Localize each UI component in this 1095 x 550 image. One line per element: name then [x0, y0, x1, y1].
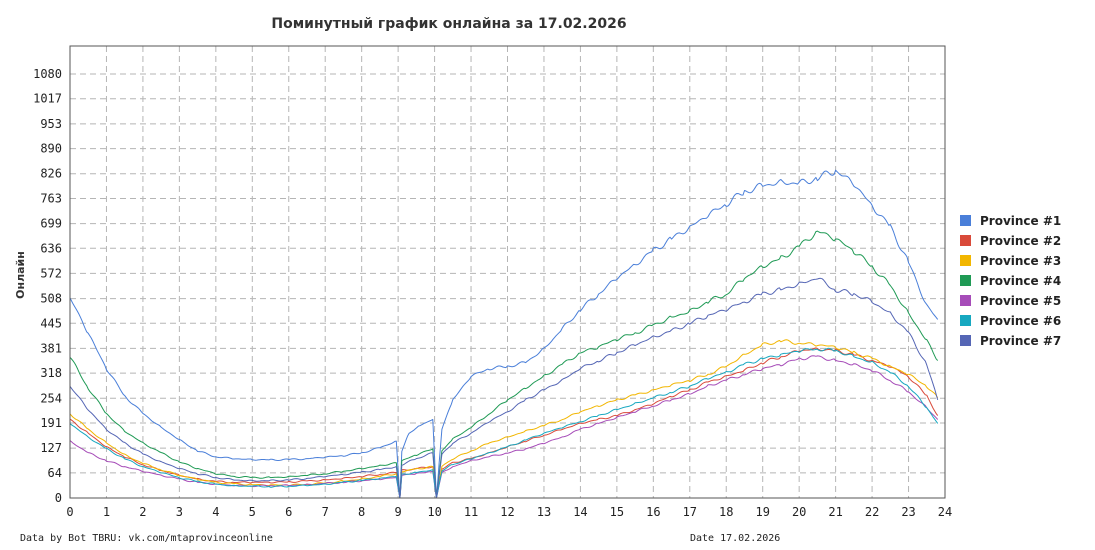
x-tick-label: 10	[427, 505, 441, 519]
legend-swatch	[960, 315, 971, 326]
x-tick-label: 21	[828, 505, 842, 519]
grid-lines	[70, 46, 945, 498]
plot-frame	[69, 45, 946, 499]
x-tick-label: 15	[610, 505, 624, 519]
y-tick-label: 826	[40, 167, 62, 181]
y-tick-label: 763	[40, 191, 62, 205]
y-tick-label: 0	[55, 491, 62, 505]
y-tick-label: 572	[40, 266, 62, 280]
y-tick-label: 254	[40, 391, 62, 405]
y-tick-label: 64	[48, 466, 62, 480]
legend-swatch	[960, 235, 971, 246]
y-tick-label: 127	[40, 441, 62, 455]
source-credit: Data by Bot TBRU: vk.com/mtaprovinceonli…	[20, 533, 273, 544]
x-tick-label: 20	[792, 505, 806, 519]
series-line-1	[69, 169, 939, 499]
y-tick-label: 381	[40, 341, 62, 355]
series-line-5	[69, 355, 939, 499]
legend-label: Province #5	[980, 294, 1061, 308]
legend-label: Province #4	[980, 274, 1061, 288]
x-tick-label: 24	[938, 505, 952, 519]
x-tick-label: 11	[464, 505, 478, 519]
y-tick-label: 318	[40, 366, 62, 380]
x-tick-label: 5	[249, 505, 256, 519]
legend-label: Province #6	[980, 314, 1061, 328]
x-tick-label: 8	[358, 505, 365, 519]
x-tick-label: 1	[103, 505, 110, 519]
y-tick-label: 636	[40, 241, 62, 255]
x-tick-label: 22	[865, 505, 879, 519]
y-tick-label: 1017	[33, 92, 62, 106]
x-tick-label: 16	[646, 505, 660, 519]
x-tick-label: 12	[500, 505, 514, 519]
x-tick-label: 13	[537, 505, 551, 519]
y-tick-label: 1080	[33, 67, 62, 81]
series-line-3	[69, 339, 939, 499]
x-tick-label: 18	[719, 505, 733, 519]
x-tick-label: 14	[573, 505, 587, 519]
series-line-7	[69, 277, 939, 499]
legend-swatch	[960, 215, 971, 226]
legend-label: Province #2	[980, 234, 1061, 248]
legend-label: Province #7	[980, 334, 1061, 348]
y-tick-label: 953	[40, 117, 62, 131]
x-tick-label: 7	[322, 505, 329, 519]
x-tick-label: 3	[176, 505, 183, 519]
x-tick-label: 4	[212, 505, 219, 519]
y-axis-label: Онлайн	[14, 251, 27, 299]
y-tick-label: 890	[40, 142, 62, 156]
y-tick-label: 508	[40, 292, 62, 306]
legend-swatch	[960, 275, 971, 286]
legend-label: Province #3	[980, 254, 1061, 268]
y-tick-label: 699	[40, 217, 62, 231]
series-lines	[69, 169, 939, 499]
series-line-6	[69, 347, 939, 499]
x-tick-label: 23	[901, 505, 915, 519]
x-tick-label: 6	[285, 505, 292, 519]
y-axis-ticks: 0 64 127 191 254 318 381 445 508 572 636 699 763 826 8…	[33, 67, 62, 505]
x-tick-label: 0	[66, 505, 73, 519]
x-tick-label: 17	[683, 505, 697, 519]
legend-swatch	[960, 295, 971, 306]
legend-label: Province #1	[980, 214, 1061, 228]
x-tick-label: 9	[395, 505, 402, 519]
y-tick-label: 191	[40, 416, 62, 430]
legend-swatch	[960, 335, 971, 346]
chart-title: Поминутный график онлайна за 17.02.2026	[271, 16, 626, 32]
series-line-4	[69, 230, 939, 499]
legend: Province #1 Province #2 Province #3 Provinc…	[960, 214, 1061, 348]
x-tick-label: 19	[755, 505, 769, 519]
x-tick-label: 2	[139, 505, 146, 519]
chart-date: Date 17.02.2026	[690, 533, 780, 544]
y-tick-label: 445	[40, 316, 62, 330]
x-axis-ticks: 0 1 2 3 4 5 6 7 8 9 10 11 12 13 14 15 16 17 18 19 20 21 22 23 24	[66, 505, 952, 519]
legend-swatch	[960, 255, 971, 266]
